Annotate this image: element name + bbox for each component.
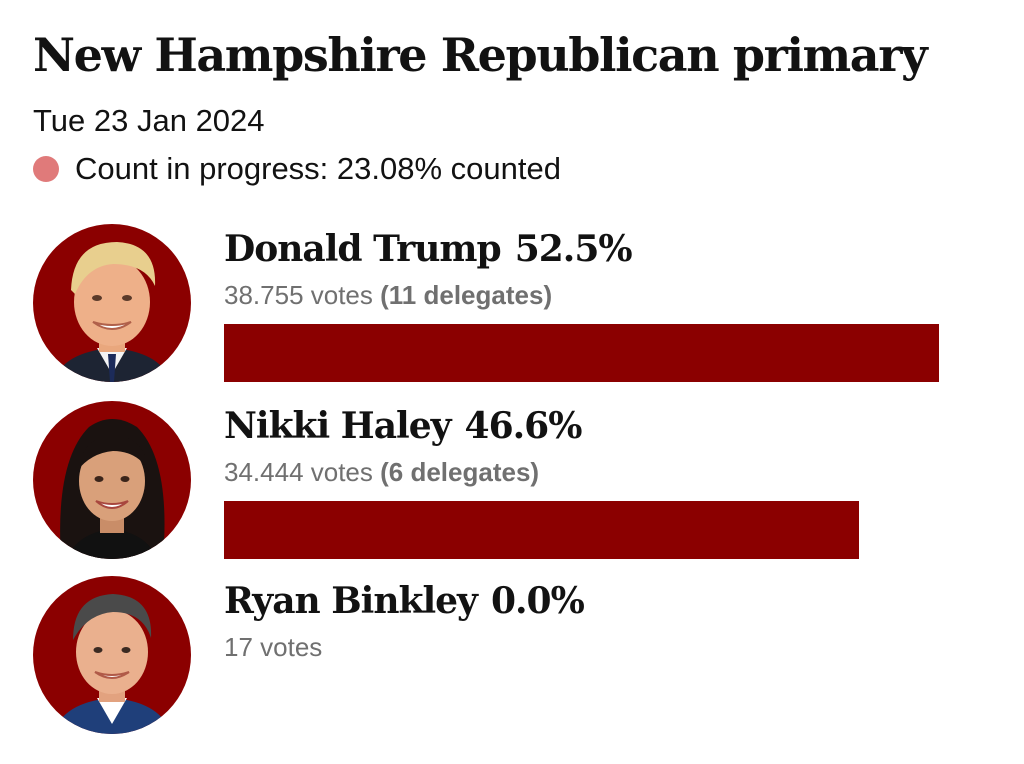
candidate-photo-icon bbox=[33, 401, 191, 559]
vote-share-bar bbox=[224, 324, 939, 382]
candidate-percent: 0.0% bbox=[490, 580, 585, 622]
page-title: New Hampshire Republican primary bbox=[33, 28, 928, 82]
vote-share-bar bbox=[224, 501, 859, 559]
candidate-delegates: (6 delegates) bbox=[380, 457, 540, 487]
candidate-votes-line: 34.444 votes (6 delegates) bbox=[224, 457, 539, 488]
candidate-votes: 17 votes bbox=[224, 632, 323, 662]
candidate-delegates: (11 delegates) bbox=[380, 280, 553, 310]
status-dot-icon bbox=[33, 155, 59, 182]
candidate-percent: 52.5% bbox=[514, 228, 633, 270]
candidate-percent: 46.6% bbox=[464, 405, 583, 447]
candidate-votes: 38.755 votes bbox=[224, 280, 373, 310]
candidate-name: Donald Trump bbox=[224, 228, 502, 270]
count-status-label: Count in progress: 23.08% counted bbox=[75, 151, 561, 186]
count-status: Count in progress: 23.08% counted bbox=[33, 150, 561, 187]
candidate-name-line: Donald Trump 52.5% bbox=[224, 228, 633, 270]
candidate-name: Nikki Haley bbox=[224, 405, 452, 447]
candidate-votes-line: 17 votes bbox=[224, 632, 322, 663]
candidate-votes-line: 38.755 votes (11 delegates) bbox=[224, 280, 552, 311]
candidate-photo-icon bbox=[33, 576, 191, 734]
election-date: Tue 23 Jan 2024 bbox=[33, 103, 265, 138]
candidate-name-line: Ryan Binkley 0.0% bbox=[224, 580, 585, 622]
candidate-name: Ryan Binkley bbox=[224, 580, 478, 622]
candidate-name-line: Nikki Haley 46.6% bbox=[224, 405, 583, 447]
candidate-photo-icon bbox=[33, 224, 191, 382]
candidate-votes: 34.444 votes bbox=[224, 457, 373, 487]
